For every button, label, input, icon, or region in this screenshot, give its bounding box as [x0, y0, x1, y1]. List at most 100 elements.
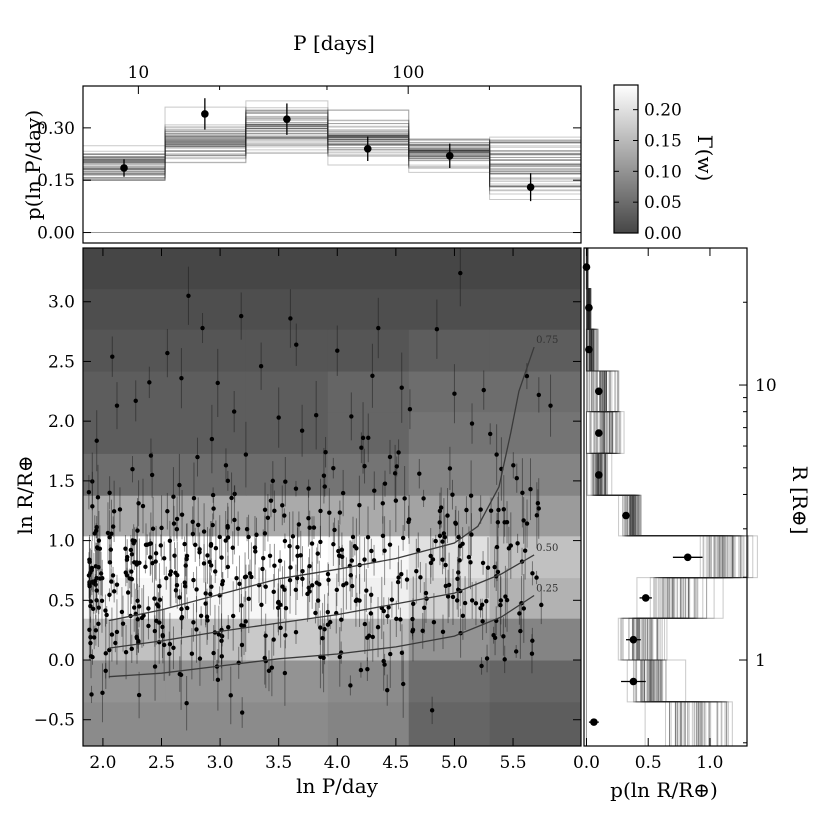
scatter-point — [278, 607, 283, 648]
scatter-point — [258, 342, 264, 390]
main-x-tick-label: 2.0 — [89, 753, 116, 773]
scatter-point — [313, 602, 318, 624]
scatter-point — [213, 559, 218, 584]
scatter-point — [321, 447, 327, 504]
scatter-point — [265, 493, 271, 542]
scatter-point — [217, 515, 222, 559]
scatter-point — [421, 489, 426, 507]
main-y-tick-label: 0.0 — [48, 651, 75, 671]
scatter-point — [318, 525, 323, 559]
scatter-point — [132, 583, 137, 632]
scatter-point — [160, 628, 165, 643]
scatter-point — [462, 576, 468, 630]
right-radius-tick-label: 1 — [755, 651, 766, 671]
scatter-point — [130, 528, 135, 553]
scatter-point — [225, 506, 231, 569]
scatter-point — [295, 523, 300, 572]
scatter-point — [135, 498, 140, 564]
scatter-point — [216, 605, 222, 664]
scatter-point — [469, 403, 475, 444]
scatter-point — [114, 574, 120, 595]
scatter-point — [196, 497, 201, 553]
right-x-tick-label: 0.0 — [573, 753, 600, 773]
scatter-point — [447, 446, 453, 490]
scatter-point — [143, 560, 148, 574]
scatter-point — [323, 436, 328, 468]
heatmap-cell — [165, 701, 247, 747]
scatter-point — [246, 514, 251, 560]
scatter-point — [282, 640, 288, 706]
scatter-point — [191, 572, 196, 589]
colorbar-tick-label: 0.05 — [644, 193, 682, 213]
scatter-point — [484, 644, 490, 673]
scatter-point — [219, 537, 224, 578]
scatter-point — [357, 574, 362, 627]
scatter-point — [239, 697, 245, 728]
scatter-point — [478, 495, 483, 524]
heatmap-cell — [165, 371, 247, 413]
scatter-point — [511, 452, 516, 479]
scatter-point — [331, 457, 336, 479]
heatmap-cell — [327, 329, 410, 372]
contour-label: 0.25 — [536, 584, 558, 595]
scatter-point — [536, 478, 541, 539]
heatmap-cell — [165, 329, 247, 372]
main-y-tick-label: 2.0 — [48, 412, 75, 432]
scatter-point — [357, 475, 362, 535]
scatter-point — [128, 535, 134, 565]
scatter-point — [387, 520, 393, 570]
scatter-point — [430, 538, 436, 581]
heatmap-cell — [408, 453, 491, 496]
scatter-point — [159, 495, 164, 561]
scatter-point — [272, 490, 277, 532]
scatter-point — [480, 602, 485, 640]
scatter-point — [288, 289, 293, 348]
scatter-point — [300, 571, 305, 587]
scatter-point — [135, 589, 140, 649]
scatter-point — [269, 639, 275, 697]
top-y-axis-label: p(ln P/day) — [21, 110, 45, 220]
scatter-point — [86, 552, 92, 599]
scatter-point — [107, 476, 112, 510]
scatter-point — [386, 597, 391, 618]
scatter-point — [271, 623, 276, 656]
scatter-point — [167, 520, 173, 561]
scatter-point — [135, 583, 140, 618]
scatter-point — [109, 607, 115, 662]
scatter-point — [455, 556, 460, 601]
scatter-point — [125, 539, 130, 575]
scatter-point — [417, 458, 422, 489]
scatter-point — [152, 632, 158, 701]
top-period-tick-label: 100 — [392, 63, 424, 83]
scatter-point — [232, 485, 237, 555]
right-data-point — [595, 429, 603, 437]
scatter-point — [110, 516, 116, 537]
scatter-point — [360, 402, 366, 474]
right-data-point — [588, 718, 599, 726]
scatter-point — [521, 497, 526, 544]
scatter-point — [498, 576, 504, 625]
scatter-point — [94, 569, 99, 612]
scatter-point — [517, 602, 522, 625]
scatter-point — [140, 478, 146, 534]
scatter-point — [504, 501, 510, 544]
right-data-point — [621, 677, 646, 686]
scatter-point — [320, 602, 325, 674]
scatter-point — [97, 548, 103, 609]
scatter-point — [165, 328, 170, 378]
scatter-point — [230, 531, 235, 565]
scatter-point — [450, 479, 455, 510]
scatter-point — [468, 535, 473, 590]
scatter-point — [243, 564, 249, 589]
colorbar-gradient — [613, 84, 639, 234]
scatter-point — [404, 569, 410, 590]
scatter-point — [539, 585, 544, 625]
scatter-point — [87, 570, 92, 602]
main-y-axis-label: ln R/R⊕ — [13, 455, 37, 534]
scatter-point — [288, 538, 293, 596]
scatter-point — [161, 609, 167, 681]
scatter-point — [428, 548, 434, 578]
scatter-point — [193, 527, 198, 562]
scatter-point — [157, 563, 162, 610]
scatter-point — [457, 533, 462, 587]
